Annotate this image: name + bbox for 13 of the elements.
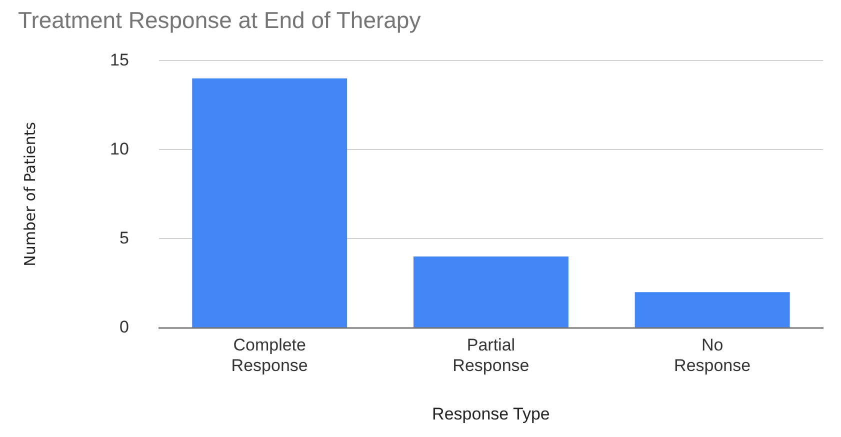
chart-title: Treatment Response at End of Therapy <box>18 7 422 34</box>
x-axis-title: Response Type <box>432 404 550 424</box>
y-tick-label: 5 <box>119 228 129 248</box>
x-tick-label: Complete Response <box>231 336 308 376</box>
x-tick-label: No Response <box>674 336 751 376</box>
y-tick-label: 0 <box>119 317 129 336</box>
bar <box>634 292 790 328</box>
y-tick-label: 10 <box>110 139 129 158</box>
bar <box>413 256 568 328</box>
bar <box>192 78 348 328</box>
y-axis-title: Number of Patients <box>20 122 39 266</box>
y-tick-label: 15 <box>110 50 129 70</box>
x-tick-label: Partial Response <box>452 336 530 376</box>
